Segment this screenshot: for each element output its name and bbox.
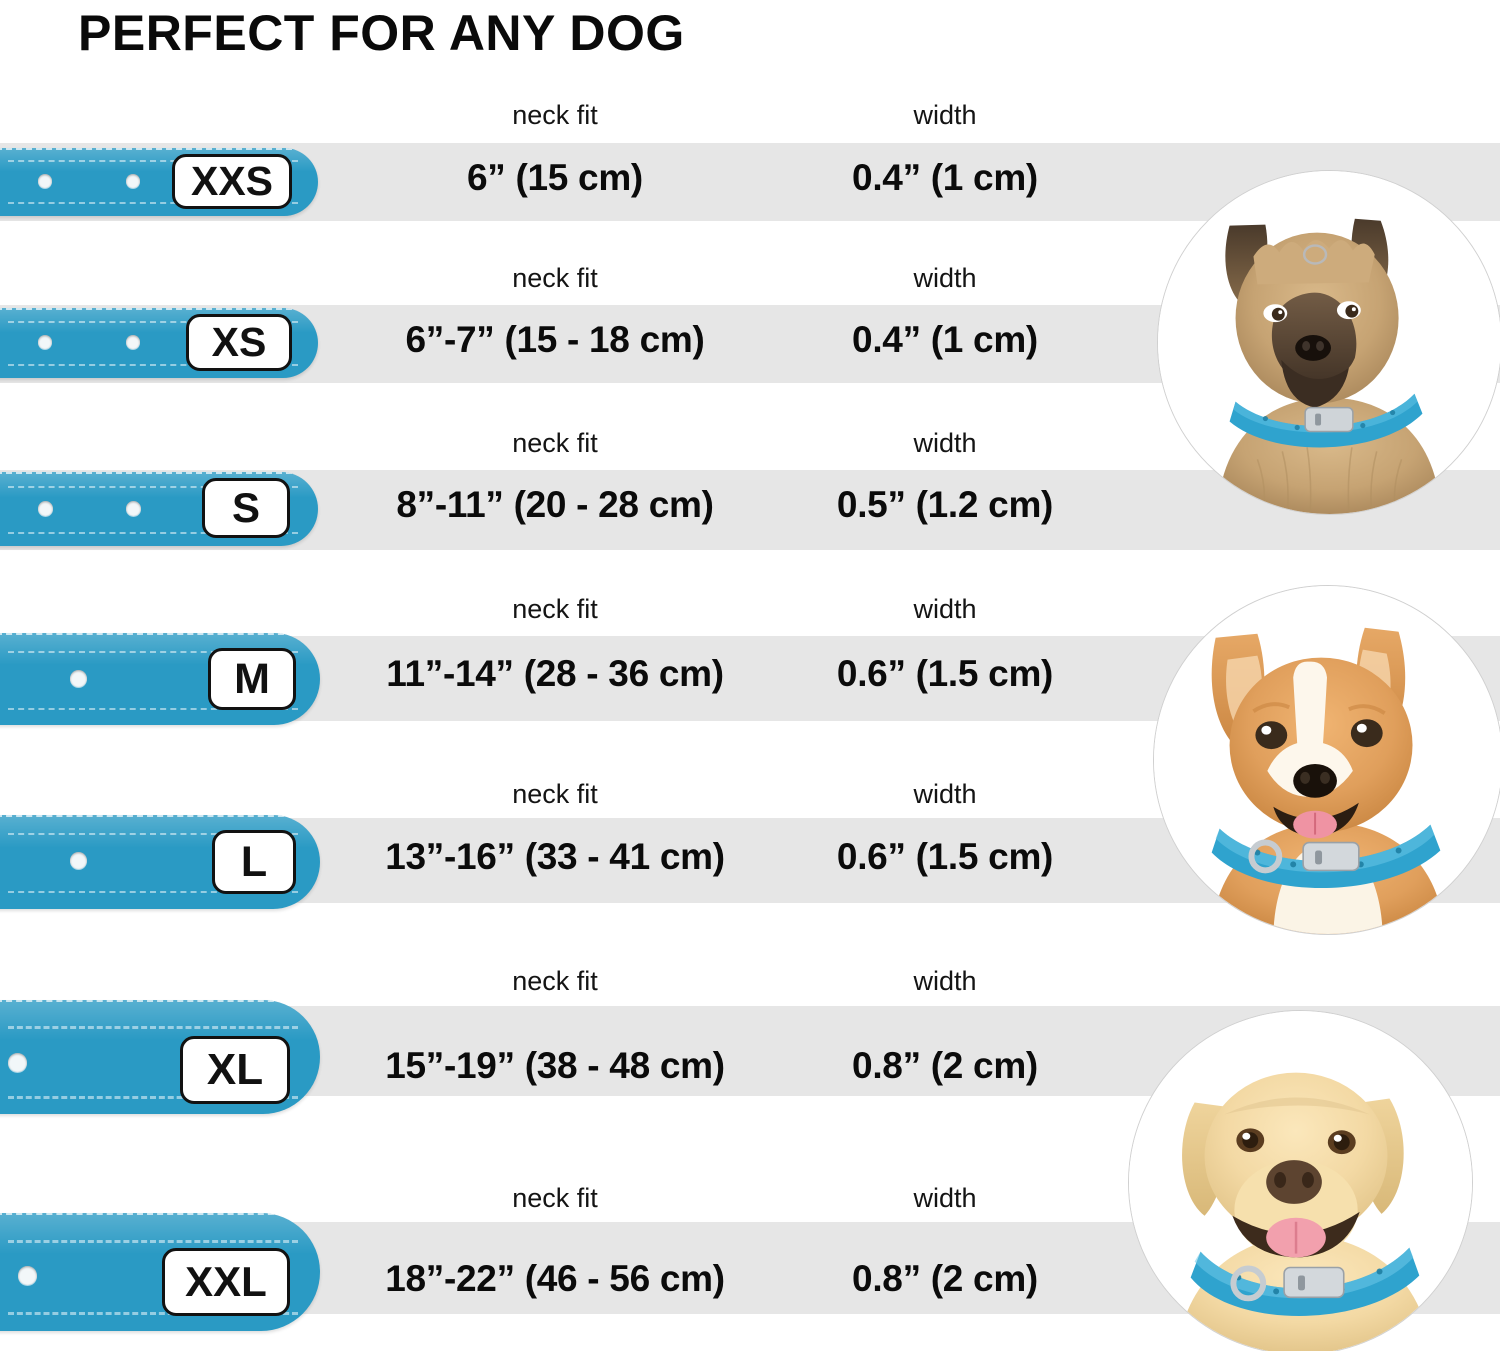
neck-fit-label: neck fit <box>512 428 598 458</box>
page-title: PERFECT FOR ANY DOG <box>78 5 685 61</box>
neck-fit-label: neck fit <box>512 100 598 130</box>
width-label: width <box>913 779 977 809</box>
strap-hole <box>38 501 53 516</box>
corgi-dog-photo <box>1153 585 1500 935</box>
terrier-dog-photo <box>1157 170 1500 515</box>
size-badge-l: L <box>212 830 296 894</box>
width-value: 0.4” (1 cm) <box>852 319 1038 360</box>
width-value: 0.6” (1.5 cm) <box>836 836 1054 877</box>
strap-hole <box>126 335 140 349</box>
width-label: width <box>913 594 977 624</box>
strap-stitch-bottom <box>8 708 298 710</box>
neck-fit-label: neck fit <box>512 779 598 809</box>
strap-stitch-bottom <box>8 1312 298 1315</box>
strap-hole <box>38 335 52 349</box>
neck-fit-label: neck fit <box>512 966 598 996</box>
strap-highlight <box>0 1000 320 1040</box>
strap-stitch-top <box>8 833 298 835</box>
size-badge-xs: XS <box>186 314 292 371</box>
neck-fit-label: neck fit <box>512 594 598 624</box>
width-value: 0.8” (2 cm) <box>852 1258 1038 1299</box>
strap-stitch-bottom <box>8 364 298 366</box>
size-badge-xl: XL <box>180 1036 290 1104</box>
neck-fit-value: 6”-7” (15 - 18 cm) <box>405 319 705 360</box>
strap-stitch-top <box>8 1026 298 1029</box>
strap-stitch-top <box>8 321 298 323</box>
neck-fit-value: 15”-19” (38 - 48 cm) <box>385 1045 725 1086</box>
neck-fit-value: 11”-14” (28 - 36 cm) <box>386 653 724 694</box>
strap-hole <box>38 174 52 188</box>
strap-stitch-top <box>8 1240 298 1243</box>
strap-hole <box>70 852 87 869</box>
neck-fit-label: neck fit <box>512 263 598 293</box>
size-badge-xxl: XXL <box>162 1248 290 1316</box>
labrador-dog-illustration <box>1129 1011 1472 1351</box>
strap-stitch-top <box>8 486 298 488</box>
neck-fit-value: 18”-22” (46 - 56 cm) <box>385 1258 725 1299</box>
strap-hole <box>18 1266 37 1285</box>
width-value: 0.4” (1 cm) <box>852 157 1038 198</box>
neck-fit-value: 13”-16” (33 - 41 cm) <box>385 836 725 877</box>
width-label: width <box>913 428 977 458</box>
size-badge-s: S <box>202 478 290 538</box>
neck-fit-value: 8”-11” (20 - 28 cm) <box>396 484 714 525</box>
neck-fit-value: 6” (15 cm) <box>467 157 643 198</box>
strap-stitch-top <box>8 651 298 653</box>
width-label: width <box>913 100 977 130</box>
width-label: width <box>913 966 977 996</box>
width-label: width <box>913 1183 977 1213</box>
size-badge-m: M <box>208 648 296 710</box>
strap-stitch-bottom <box>8 1096 298 1099</box>
labrador-dog-photo <box>1128 1010 1473 1351</box>
strap-stitch-bottom <box>8 202 298 204</box>
neck-fit-label: neck fit <box>512 1183 598 1213</box>
width-value: 0.5” (1.2 cm) <box>836 484 1054 525</box>
width-label: width <box>913 263 977 293</box>
width-value: 0.8” (2 cm) <box>852 1045 1038 1086</box>
strap-stitch-bottom <box>8 532 298 534</box>
corgi-dog-illustration <box>1154 586 1500 934</box>
strap-stitch-top <box>8 160 298 162</box>
size-badge-xxs: XXS <box>172 154 292 209</box>
strap-hole <box>126 501 141 516</box>
strap-hole <box>8 1053 27 1072</box>
strap-hole <box>70 670 87 687</box>
strap-hole <box>126 174 140 188</box>
strap-stitch-bottom <box>8 891 298 893</box>
terrier-dog-illustration <box>1158 171 1500 514</box>
width-value: 0.6” (1.5 cm) <box>836 653 1054 694</box>
